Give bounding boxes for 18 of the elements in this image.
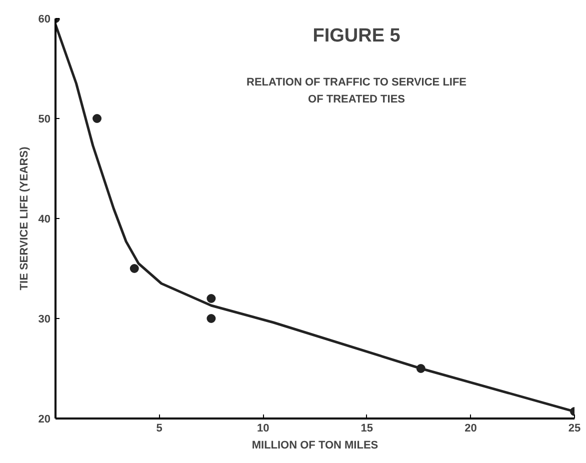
x-axis-title: MILLION OF TON MILES [252, 440, 378, 452]
y-tick-label: 50 [38, 114, 51, 126]
point [130, 264, 139, 273]
y-tick-label: 40 [38, 214, 51, 226]
x-tick-label: 25 [568, 422, 581, 434]
y-tick-label: 60 [38, 14, 51, 26]
y-tick-label: 30 [38, 314, 51, 326]
point [206, 294, 216, 303]
point [206, 314, 216, 323]
text: RELATION OF TRAFFIC TO SERVICE LIFE OF TREATED TIES [246, 76, 467, 106]
x-tick-label: 5 [156, 422, 162, 434]
x-tick-label: 10 [256, 422, 270, 434]
x-tick-label: 20 [464, 422, 477, 434]
x-tick-label: 15 [360, 422, 374, 434]
point [92, 114, 102, 123]
chart-title: FIGURE 5 [312, 26, 401, 46]
y-tick-label: 20 [38, 414, 51, 426]
y-axis-title: TIE SERVICE LIFE (YEARS) [18, 146, 30, 290]
